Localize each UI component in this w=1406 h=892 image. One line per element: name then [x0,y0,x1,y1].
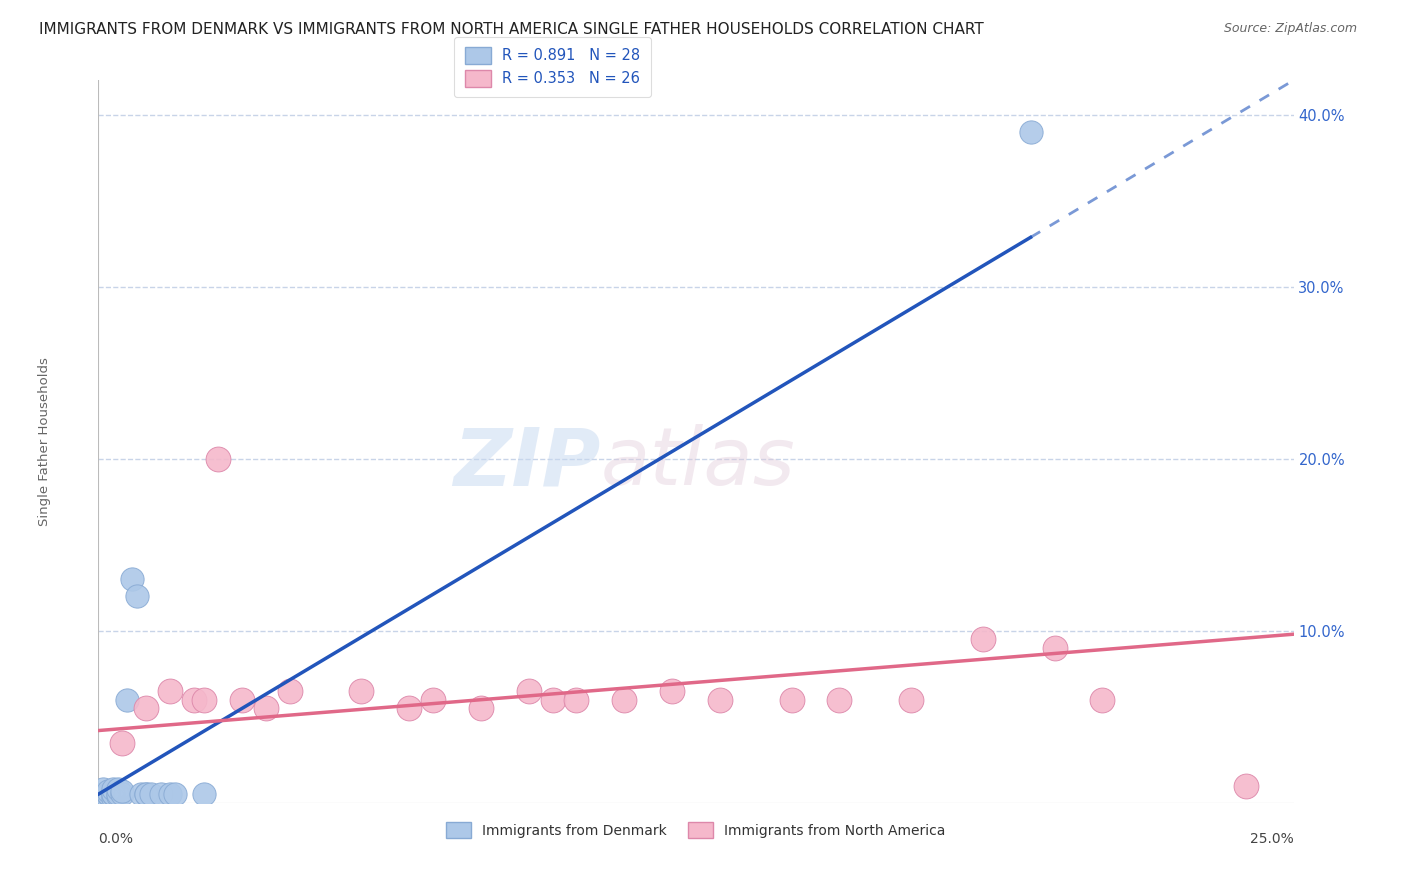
Point [159,787,181,801]
Point [517,684,540,698]
Point [709,692,731,706]
Text: Single Father Households: Single Father Households [38,357,51,526]
Point [107,789,129,803]
Point [101,787,124,801]
Point [1019,125,1042,139]
Point [91,787,114,801]
Point [193,692,215,706]
Point [470,701,492,715]
Point [135,701,157,715]
Text: Source: ZipAtlas.com: Source: ZipAtlas.com [1223,22,1357,36]
Point [111,787,134,801]
Point [422,692,444,706]
Point [101,782,124,797]
Point [125,590,148,604]
Point [97,787,120,801]
Point [1043,640,1066,655]
Point [163,787,186,801]
Point [565,692,588,706]
Point [541,692,564,706]
Point [149,787,172,801]
Point [972,632,994,647]
Point [101,787,124,801]
Point [101,790,124,805]
Point [131,787,153,801]
Point [159,684,181,698]
Point [97,784,120,798]
Point [97,790,120,805]
Point [828,692,851,706]
Point [139,787,162,801]
Text: atlas: atlas [600,425,796,502]
Point [900,692,922,706]
Text: 0.0%: 0.0% [98,831,134,846]
Point [183,692,205,706]
Point [115,692,138,706]
Point [135,787,157,801]
Point [91,790,114,805]
Point [661,684,683,698]
Point [254,701,277,715]
Legend: Immigrants from Denmark, Immigrants from North America: Immigrants from Denmark, Immigrants from… [439,814,953,847]
Point [91,782,114,797]
Point [398,701,420,715]
Point [780,692,803,706]
Point [107,787,129,801]
Text: 25.0%: 25.0% [1250,831,1294,846]
Point [193,787,215,801]
Point [1234,779,1257,793]
Point [278,684,301,698]
Point [231,692,253,706]
Point [135,787,157,801]
Point [350,684,373,698]
Point [97,787,120,801]
Text: IMMIGRANTS FROM DENMARK VS IMMIGRANTS FROM NORTH AMERICA SINGLE FATHER HOUSEHOLD: IMMIGRANTS FROM DENMARK VS IMMIGRANTS FR… [39,22,984,37]
Text: ZIP: ZIP [453,425,600,502]
Point [111,784,134,798]
Point [111,735,134,749]
Point [107,782,129,797]
Point [207,451,229,466]
Point [121,572,143,586]
Point [613,692,636,706]
Point [1091,692,1114,706]
